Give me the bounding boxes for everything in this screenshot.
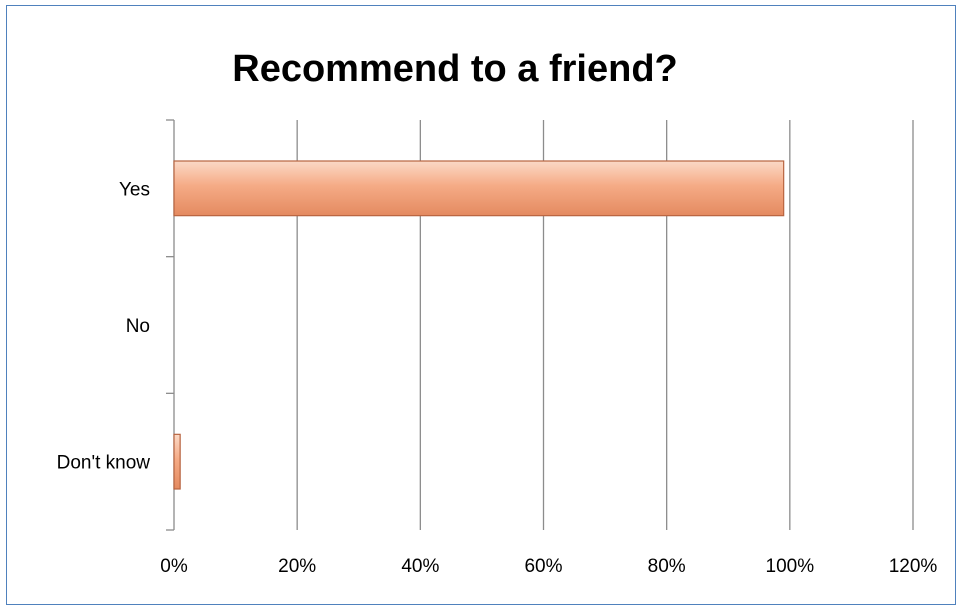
x-tick-label-1: 20%	[278, 556, 316, 577]
x-tick-label-2: 40%	[401, 556, 439, 577]
bar-2	[173, 433, 181, 490]
x-tick-label-4: 80%	[648, 556, 686, 577]
x-tick-label-0: 0%	[160, 556, 188, 577]
bar-0	[173, 160, 785, 217]
x-tick-label-3: 60%	[524, 556, 562, 577]
chart-title: Recommend to a friend?	[232, 48, 678, 90]
bars	[173, 160, 785, 490]
category-label-2: Don't know	[57, 453, 151, 474]
chart-frame	[6, 5, 956, 605]
axis-labels: 0% 20% 40% 60% 80% 100% 120% Yes No Don't know	[57, 179, 938, 577]
x-tick-label-6: 120%	[889, 556, 938, 577]
x-tick-label-5: 100%	[766, 556, 815, 577]
category-label-1: No	[126, 316, 150, 337]
axes	[166, 119, 175, 531]
category-label-0: Yes	[119, 179, 150, 200]
